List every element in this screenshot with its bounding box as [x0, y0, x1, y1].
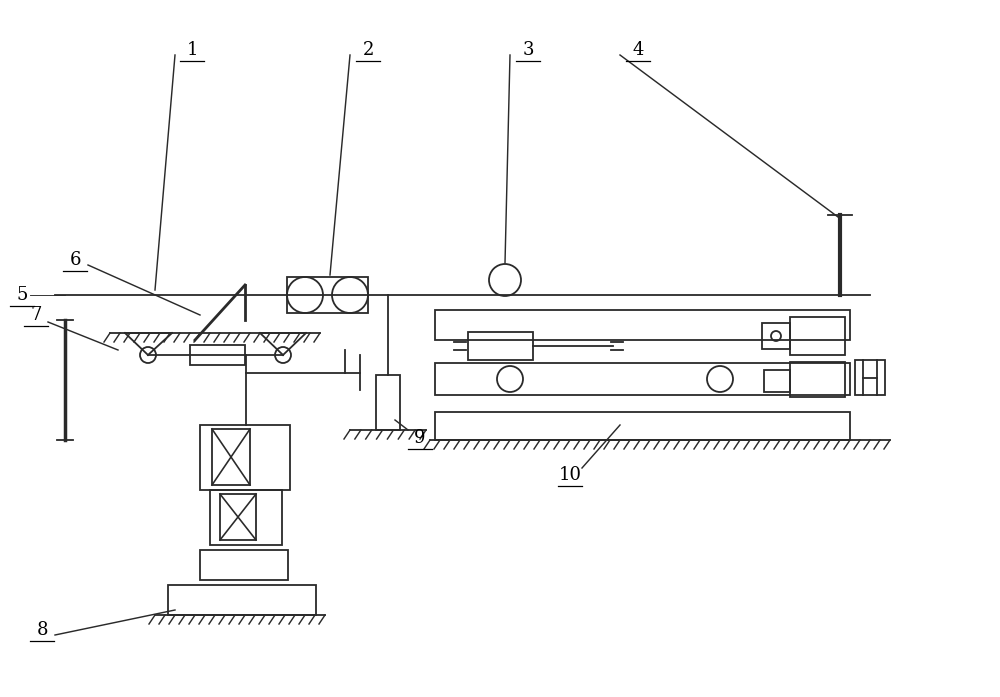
- Text: 10: 10: [558, 466, 582, 484]
- Bar: [435, 310, 850, 340]
- Bar: [435, 412, 850, 440]
- Text: 6: 6: [69, 251, 81, 269]
- Bar: [376, 375, 400, 430]
- Text: 7: 7: [30, 306, 42, 324]
- Bar: [435, 363, 850, 395]
- Text: 2: 2: [362, 41, 374, 59]
- Bar: [790, 317, 845, 355]
- Bar: [168, 585, 316, 615]
- Bar: [790, 362, 845, 397]
- Text: 5: 5: [16, 286, 28, 304]
- Bar: [855, 360, 885, 395]
- Text: 4: 4: [632, 41, 644, 59]
- Bar: [287, 277, 368, 313]
- Bar: [764, 370, 790, 392]
- Bar: [210, 490, 282, 545]
- Bar: [212, 429, 250, 485]
- Bar: [200, 550, 288, 580]
- Text: 1: 1: [186, 41, 198, 59]
- Bar: [200, 425, 290, 490]
- Bar: [190, 345, 245, 365]
- Text: 8: 8: [36, 621, 48, 639]
- Bar: [762, 323, 790, 349]
- Bar: [468, 332, 533, 360]
- Text: 3: 3: [522, 41, 534, 59]
- Text: 9: 9: [414, 429, 426, 447]
- Bar: [220, 494, 256, 540]
